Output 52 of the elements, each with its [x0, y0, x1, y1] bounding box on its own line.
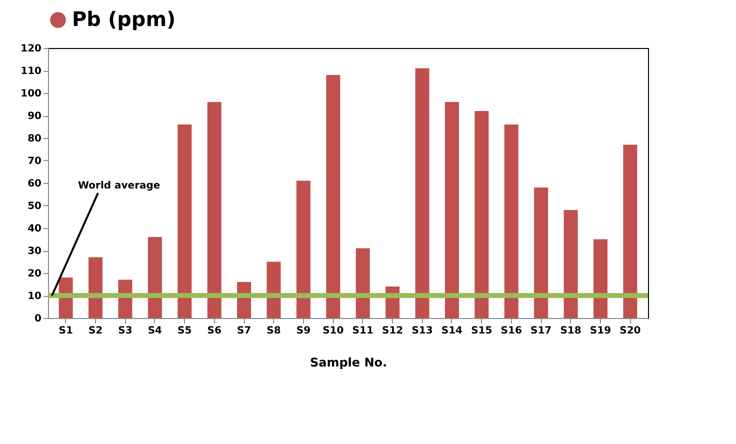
y-tick-label: 80 [28, 134, 42, 144]
bar [178, 124, 192, 318]
bar [474, 111, 489, 318]
x-tick-label: S17 [530, 326, 552, 336]
y-tick-label: 0 [34, 314, 42, 324]
bar [266, 262, 281, 318]
bar [504, 124, 518, 318]
y-tick-label: 100 [20, 88, 42, 100]
x-tick-label: S16 [500, 326, 522, 336]
x-tick-label: S14 [441, 326, 463, 336]
x-tick-label: S4 [148, 326, 162, 336]
x-tick-label: S11 [352, 326, 374, 336]
legend-label: Pb (ppm) [72, 7, 176, 31]
bar [326, 75, 340, 318]
bar [623, 144, 638, 318]
y-tick-label: 20 [28, 268, 42, 280]
y-tick-label: 40 [28, 224, 42, 234]
bar [207, 102, 222, 318]
x-axis-title: Sample No. [310, 356, 388, 370]
x-tick-label: S20 [620, 326, 641, 336]
bar [444, 102, 459, 318]
y-tick-label: 50 [28, 201, 42, 212]
y-tick-label: 110 [20, 66, 42, 77]
x-tick-label: S2 [88, 326, 103, 336]
x-tick-label: S8 [266, 326, 281, 336]
y-tick-label: 10 [28, 291, 42, 302]
x-tick-label: S1 [58, 326, 73, 336]
y-tick-label: 70 [28, 156, 42, 167]
x-tick-label: S10 [322, 326, 344, 336]
y-tick-label: 90 [28, 111, 42, 122]
bar [88, 257, 103, 318]
y-tick-label: 60 [28, 178, 42, 190]
bar [415, 68, 430, 318]
bar [534, 188, 548, 318]
y-tick-label: 30 [28, 246, 42, 257]
x-tick-label: S13 [412, 326, 433, 336]
x-tick-label: S12 [382, 326, 404, 336]
x-tick-label: S9 [296, 326, 311, 336]
ref-line-label: World average [78, 180, 160, 192]
bar [564, 210, 578, 318]
x-tick-label: S7 [236, 326, 252, 336]
x-tick-label: S6 [207, 326, 222, 336]
x-tick-label: S3 [118, 326, 132, 336]
x-tick-label: S15 [471, 326, 492, 336]
bar [296, 180, 310, 318]
x-tick-label: S18 [560, 326, 582, 336]
x-tick-label: S19 [590, 326, 612, 336]
y-tick-label: 120 [20, 44, 42, 54]
bar [593, 239, 608, 318]
x-tick-label: S5 [178, 326, 192, 336]
bar [148, 237, 162, 318]
bar [356, 248, 370, 318]
